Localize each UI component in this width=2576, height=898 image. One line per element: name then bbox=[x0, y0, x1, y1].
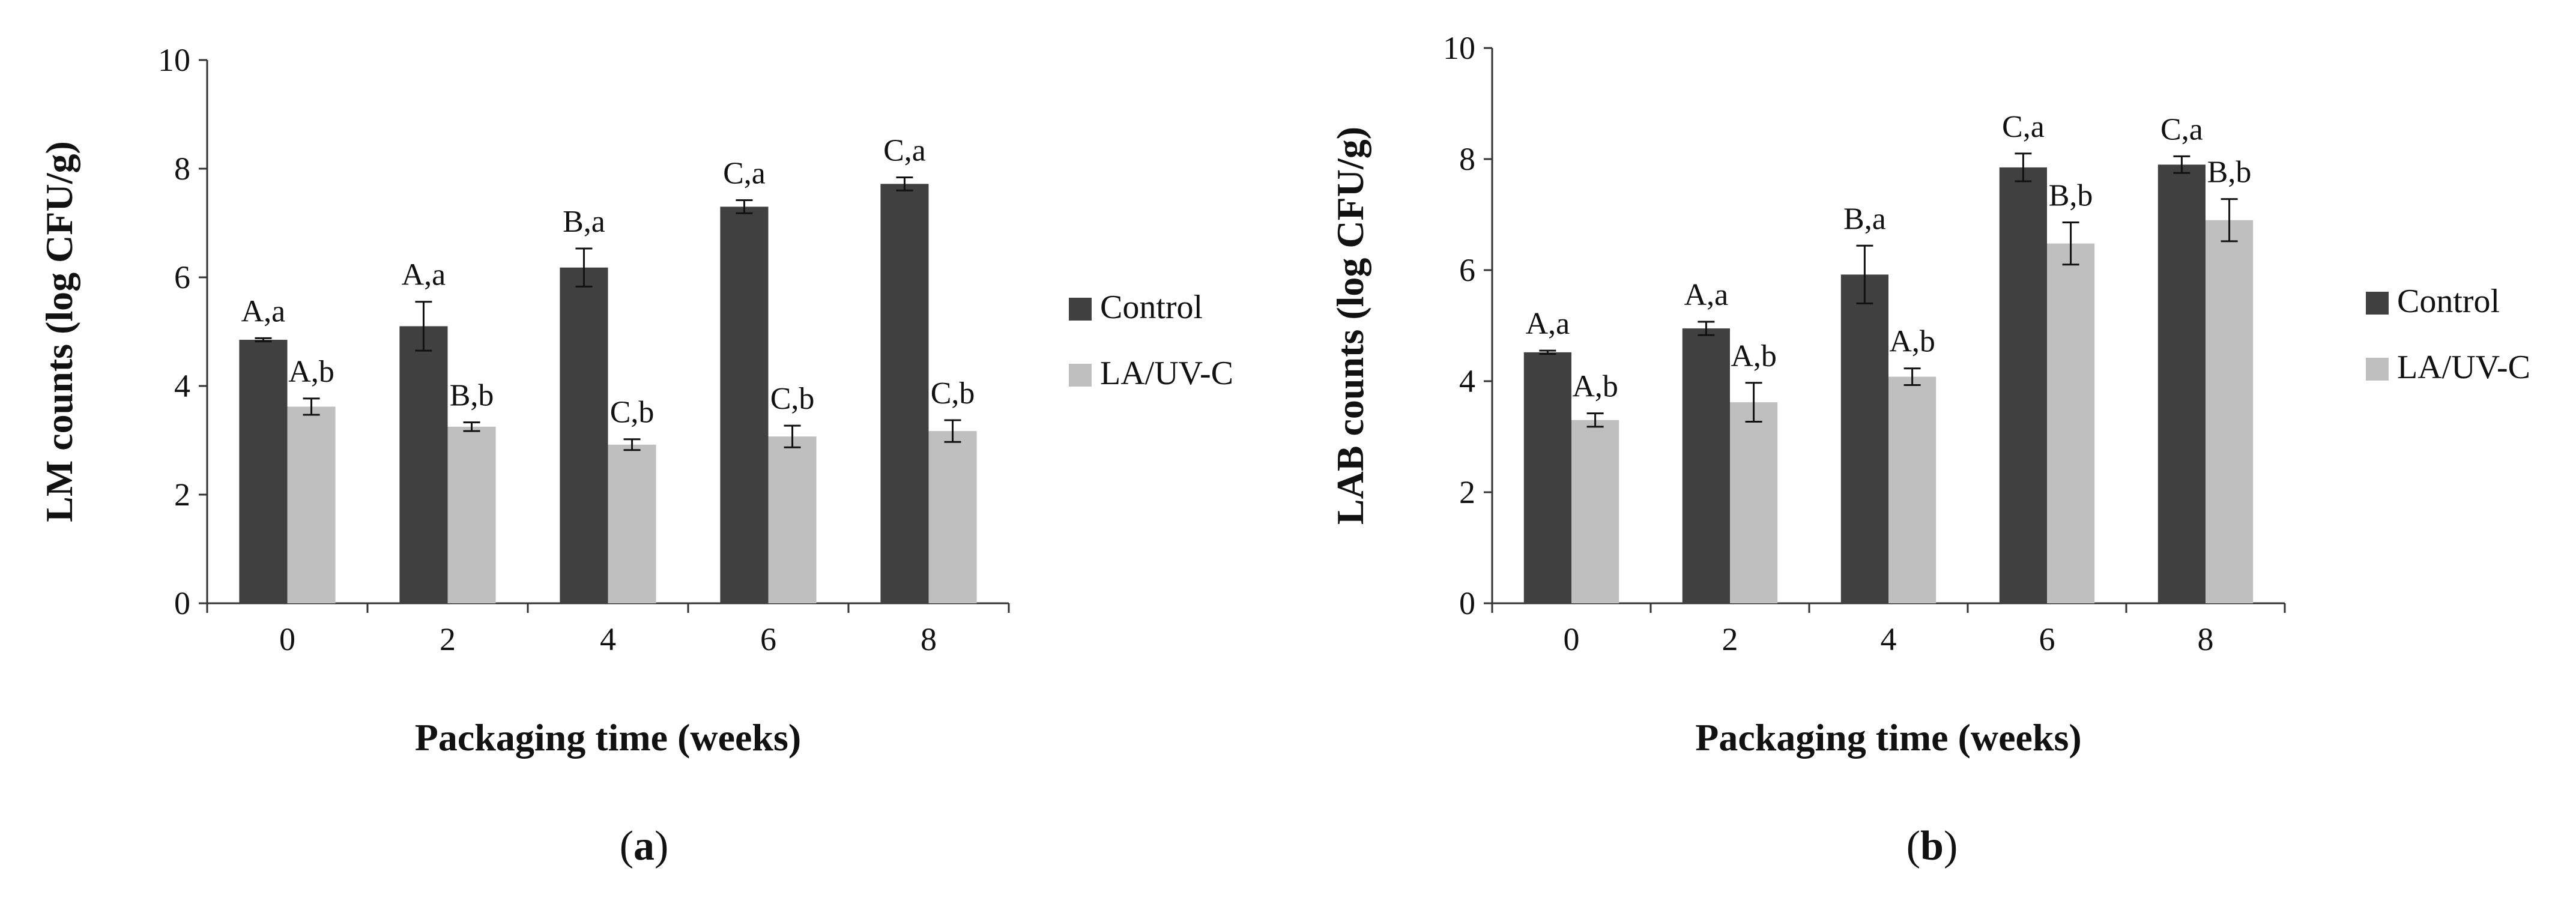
figure-panel-a: 0 2 4 6 8 10 0 2 4 6 8 A,a A,a B,a C,a C,a A,b B,b C,b C,b C… bbox=[38, 42, 1233, 869]
legend-label: Control bbox=[2397, 283, 2500, 320]
significance-label: C,b bbox=[610, 396, 655, 430]
significance-label: A,a bbox=[241, 294, 286, 328]
bar-la-uv-c bbox=[447, 426, 496, 603]
y-axis-title: LAB counts (log CFU/g) bbox=[1329, 127, 1371, 525]
y-tick-label: 0 bbox=[1459, 585, 1475, 621]
bar-control bbox=[399, 326, 448, 603]
significance-label: B,a bbox=[1843, 202, 1886, 236]
bar-control bbox=[720, 206, 769, 604]
bar-control bbox=[2157, 164, 2206, 603]
significance-label: A,a bbox=[1684, 278, 1729, 312]
x-tick-label: 4 bbox=[600, 621, 616, 657]
bar-la-uv-c bbox=[768, 436, 817, 603]
y-tick-label: 2 bbox=[174, 477, 190, 513]
bar-la-uv-c bbox=[2206, 220, 2254, 603]
y-tick-label: 4 bbox=[174, 368, 190, 404]
legend-swatch bbox=[2366, 292, 2389, 315]
y-tick-label: 10 bbox=[1443, 30, 1475, 66]
significance-label: C,b bbox=[931, 376, 975, 411]
y-tick-label: 8 bbox=[1459, 141, 1475, 177]
significance-label: A,b bbox=[1572, 370, 1618, 404]
y-tick-label: 6 bbox=[1459, 252, 1475, 288]
bar-la-uv-c bbox=[928, 431, 977, 603]
bar-la-uv-c bbox=[1571, 420, 1619, 603]
legend-swatch bbox=[2366, 358, 2389, 381]
significance-label: C,a bbox=[2002, 110, 2045, 144]
significance-label: C,a bbox=[2160, 112, 2203, 146]
x-tick-label: 2 bbox=[1722, 621, 1738, 657]
y-axis-title: LM counts (log CFU/g) bbox=[38, 141, 80, 522]
legend-label: LA/UV-C bbox=[2397, 349, 2530, 386]
bar-control bbox=[880, 184, 929, 604]
figure-panel-b: 0 2 4 6 8 10 0 2 4 6 8 A,a A,a B,a C,a C,a A,b A,b A,b B,b B… bbox=[1288, 0, 2576, 898]
bar-control bbox=[1682, 328, 1730, 603]
legend-swatch bbox=[1069, 298, 1092, 321]
legend-swatch bbox=[1069, 364, 1092, 387]
x-axis-title: Packaging time (weeks) bbox=[415, 716, 801, 759]
significance-label: B,b bbox=[2207, 155, 2252, 190]
y-tick-label: 4 bbox=[1459, 363, 1475, 399]
x-tick-label: 8 bbox=[921, 621, 937, 657]
bar-la-uv-c bbox=[2047, 243, 2095, 604]
bar-la-uv-c bbox=[1888, 376, 1937, 603]
panel-label-a: (a) bbox=[619, 823, 669, 869]
significance-label: C,a bbox=[883, 133, 926, 167]
bar-control bbox=[1840, 274, 1888, 603]
bar-control bbox=[1999, 167, 2047, 603]
x-tick-label: 0 bbox=[1564, 621, 1580, 657]
significance-label: B,a bbox=[563, 205, 605, 239]
y-tick-label: 10 bbox=[158, 42, 190, 78]
x-tick-label: 0 bbox=[279, 621, 295, 657]
x-tick-label: 2 bbox=[440, 621, 456, 657]
chart-a: 0 2 4 6 8 10 0 2 4 6 8 A,a A,a B,a C,a C,a A,b B,b C,b C,b C… bbox=[38, 42, 1233, 759]
y-tick-label: 8 bbox=[174, 151, 190, 187]
chart-b: 0 2 4 6 8 10 0 2 4 6 8 A,a A,a B,a C,a C,a A,b A,b A,b B,b B… bbox=[1329, 30, 2530, 759]
x-tick-label: 6 bbox=[2039, 621, 2055, 657]
significance-label: B,b bbox=[2049, 178, 2093, 212]
y-tick-label: 2 bbox=[1459, 474, 1475, 510]
x-tick-label: 8 bbox=[2198, 621, 2214, 657]
bar-la-uv-c bbox=[287, 406, 336, 603]
y-tick-label: 0 bbox=[174, 585, 190, 621]
significance-label: A,a bbox=[1526, 307, 1570, 341]
significance-label: C,b bbox=[770, 382, 815, 416]
bar-control bbox=[239, 340, 288, 603]
legend-label: LA/UV-C bbox=[1100, 355, 1233, 392]
significance-label: A,b bbox=[1731, 339, 1777, 373]
significance-label: B,b bbox=[450, 379, 494, 413]
significance-label: A,a bbox=[402, 258, 446, 292]
bar-control bbox=[1523, 352, 1571, 603]
x-tick-label: 4 bbox=[1881, 621, 1897, 657]
significance-label: A,b bbox=[1889, 325, 1935, 359]
y-tick-label: 6 bbox=[174, 259, 190, 295]
x-tick-label: 6 bbox=[760, 621, 776, 657]
bar-la-uv-c bbox=[608, 444, 656, 603]
legend-label: Control bbox=[1100, 289, 1203, 326]
significance-label: A,b bbox=[288, 355, 334, 389]
bar-la-uv-c bbox=[1730, 402, 1778, 603]
significance-label: C,a bbox=[723, 156, 766, 190]
bar-control bbox=[560, 267, 608, 604]
x-axis-title: Packaging time (weeks) bbox=[1695, 716, 2081, 759]
panel-label-b: (b) bbox=[1906, 823, 1958, 869]
